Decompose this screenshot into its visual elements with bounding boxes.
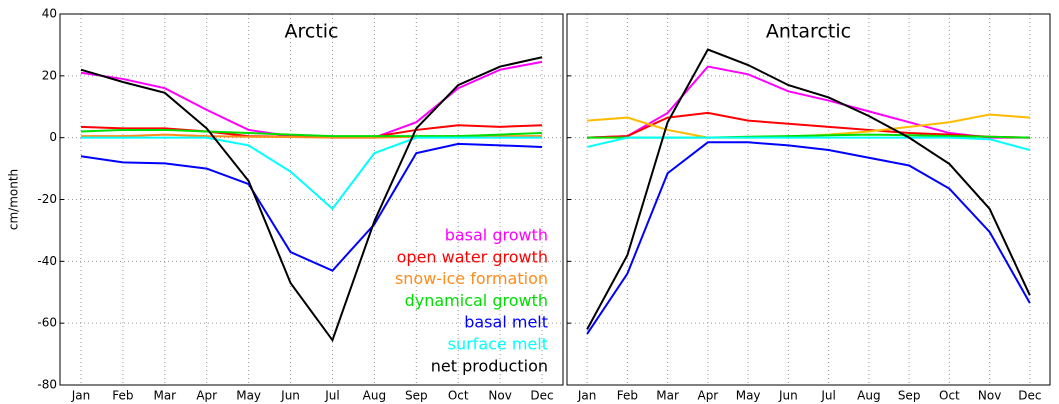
x-tick-label: Jun [280,389,300,403]
x-tick-label: May [236,389,261,403]
y-tick-label: -40 [37,254,57,268]
x-tick-label: Dec [1018,389,1041,403]
line [586,48,1031,330]
x-tick-label: Jan [71,389,91,403]
line [80,56,543,343]
panel-title: Antarctic [766,21,851,43]
line [587,111,1030,139]
x-tick-label: Aug [363,389,386,403]
x-tick-label: Mar [656,389,679,403]
x-tick-label: Mar [153,389,176,403]
x-tick-label: Apr [697,389,718,403]
line [586,141,1031,335]
x-tick-label: Aug [857,389,880,403]
x-tick-label: Jun [778,389,798,403]
y-tick-label: -20 [37,192,57,206]
y-tick-label: 0 [49,130,57,144]
y-tick-label: -60 [37,316,57,330]
legend-entry: net production [431,356,548,375]
x-tick-label: Nov [488,389,511,403]
x-tick-label: Dec [530,389,553,403]
y-tick-label: 20 [42,68,57,82]
x-tick-label: Jan [577,389,597,403]
line [586,136,1031,151]
x-tick-label: Oct [939,389,960,403]
panel-title: Arctic [284,21,338,43]
x-tick-label: Apr [196,389,217,403]
line [80,142,543,272]
y-tick-label: 40 [42,7,57,21]
legend-entry: basal melt [464,313,548,332]
legend-entry: dynamical growth [405,291,548,310]
x-tick-label: Sep [405,389,428,403]
line [80,136,543,211]
plot-frame [566,13,1051,386]
x-tick-label: Jul [820,389,835,403]
legend-entry: surface melt [448,335,548,354]
x-tick-label: Sep [898,389,921,403]
plot-frame [59,13,564,386]
legend-entry: basal growth [445,226,548,245]
line [587,65,1030,139]
line [80,128,543,138]
legend-entry: open water growth [397,247,548,266]
x-tick-label: Oct [448,389,469,403]
y-axis-label: cm/month [7,169,21,230]
x-tick-label: Nov [978,389,1001,403]
x-tick-label: Feb [617,389,638,403]
x-tick-label: Jul [324,389,339,403]
legend-entry: snow-ice formation [395,269,548,288]
y-tick-label: -80 [37,378,57,392]
x-tick-label: Feb [112,389,133,403]
x-tick-label: May [736,389,761,403]
